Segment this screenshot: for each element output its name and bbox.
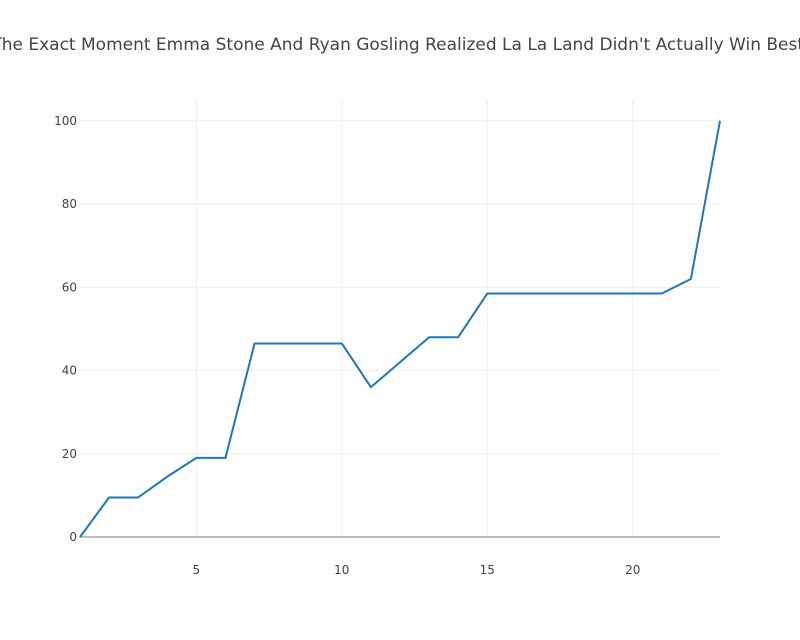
series-layer xyxy=(79,120,721,538)
x-tick-label: 20 xyxy=(625,563,640,577)
x-tick-label: 10 xyxy=(334,563,349,577)
x-axis-ticks: 5 10 15 20 xyxy=(193,563,641,577)
y-tick-label: 80 xyxy=(62,197,77,211)
y-axis-ticks: 0 20 40 60 80 100 xyxy=(54,114,77,544)
y-tick-label: 100 xyxy=(54,114,77,128)
y-tick-label: 60 xyxy=(62,280,77,294)
y-gridlines xyxy=(80,120,720,538)
x-gridlines xyxy=(195,100,634,537)
y-tick-label: 20 xyxy=(62,447,77,461)
chart-title: Here's The Exact Moment Emma Stone And R… xyxy=(0,35,800,55)
y-tick-label: 0 xyxy=(69,530,77,544)
y-tick-label: 40 xyxy=(62,364,77,378)
x-tick-label: 5 xyxy=(193,563,201,577)
series-line xyxy=(79,120,721,538)
x-tick-label: 15 xyxy=(480,563,495,577)
